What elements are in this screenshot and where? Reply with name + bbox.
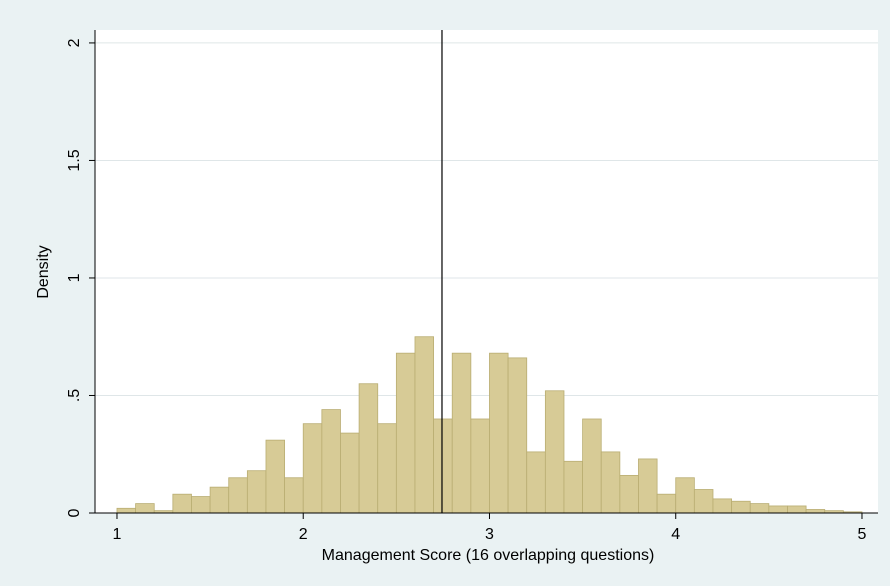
bar <box>526 451 546 514</box>
bar <box>638 458 658 514</box>
x-tick-label: 2 <box>299 526 308 543</box>
y-tick-label: 2 <box>66 38 83 47</box>
y-tick-label: 0 <box>66 508 83 517</box>
bar <box>265 439 286 514</box>
bar <box>693 489 714 514</box>
bar <box>135 503 155 514</box>
bar <box>377 423 397 514</box>
bar <box>712 498 733 514</box>
bar <box>768 505 788 514</box>
bar <box>544 390 565 514</box>
bar <box>209 486 230 514</box>
bar <box>749 503 770 514</box>
bar <box>414 336 435 514</box>
bar <box>433 418 453 514</box>
bar <box>675 477 695 514</box>
y-axis-label: Density <box>35 245 52 298</box>
bar <box>340 432 360 514</box>
bar <box>358 383 379 514</box>
bar <box>116 507 137 514</box>
bar <box>470 418 490 514</box>
bar <box>656 493 677 514</box>
bar <box>172 493 192 514</box>
bar <box>805 509 826 514</box>
bar <box>321 409 341 514</box>
x-axis-label: Management Score (16 overlapping questio… <box>322 547 655 564</box>
x-tick-label: 3 <box>485 526 494 543</box>
bar <box>787 505 807 514</box>
x-tick-label: 5 <box>858 526 867 543</box>
bar <box>284 477 304 514</box>
bar <box>191 496 211 514</box>
bar <box>507 357 528 514</box>
bar <box>619 474 639 514</box>
bar <box>302 423 323 514</box>
y-tick-label: .5 <box>66 389 83 402</box>
bar <box>451 352 472 514</box>
bar <box>582 418 602 514</box>
bar <box>228 477 248 514</box>
x-tick-label: 1 <box>113 526 122 543</box>
x-tick-label: 4 <box>671 526 680 543</box>
bar <box>489 352 509 514</box>
bar <box>600 451 621 514</box>
y-tick-label: 1.5 <box>66 149 83 171</box>
bar <box>395 352 416 514</box>
bar <box>246 470 267 514</box>
bar <box>563 460 584 514</box>
bar <box>731 500 751 514</box>
y-tick-label: 1 <box>66 273 83 282</box>
